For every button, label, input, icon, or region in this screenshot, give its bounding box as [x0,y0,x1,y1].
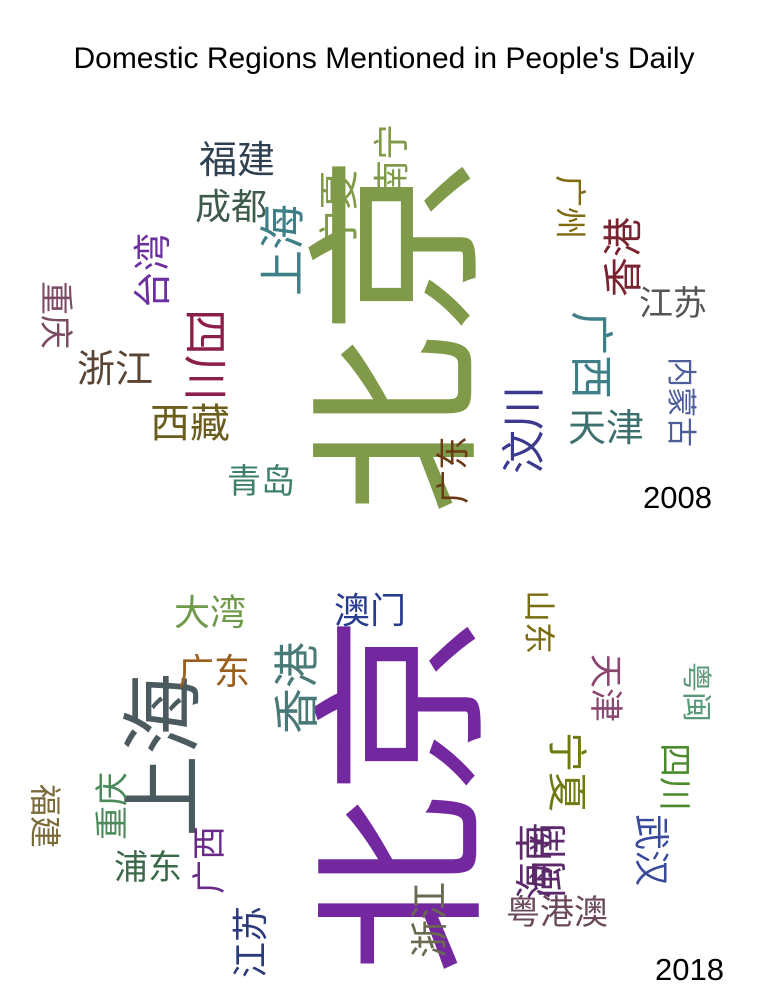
word-2018-14: 粤港澳 [506,893,608,933]
word-2008-7: 台湾 [130,232,175,310]
word-2008-6: 成都 [194,187,267,228]
word-2018-13: 海南 [512,823,557,901]
word-2018-11: 武汉 [629,813,671,887]
word-2008-8: 重庆 [35,281,75,349]
word-2008-3: 宁夏 [317,170,363,250]
word-2008-19: 广东 [434,436,474,504]
word-2018-6: 山东 [519,589,558,655]
word-2008-9: 浙江 [76,347,153,391]
word-2008-4: 南宁 [371,123,413,197]
word-2008-17: 汶川 [499,386,550,474]
word-2008-15: 广西 [565,311,616,399]
word-2018-4: 大湾 [173,593,246,634]
word-2018-0: 北京 [299,614,509,976]
word-2008-14: 江苏 [639,284,707,324]
word-2008-13: 香港 [601,217,647,297]
cloud-year-label-2018: 2018 [655,952,724,987]
word-2018-19: 重庆 [93,772,133,840]
word-2018-15: 浙江 [407,881,452,959]
word-2008-5: 福建 [198,138,275,182]
word-2018-1: 上海 [116,672,212,838]
word-2008-11: 青岛 [227,462,295,502]
word-2018-3: 澳门 [333,591,406,632]
word-2018-17: 广西 [190,826,230,894]
word-2018-8: 粤闽 [678,662,713,722]
word-2008-10: 西藏 [150,401,230,447]
figure-title: Domestic Regions Mentioned in People's D… [73,42,695,75]
word-2008-12: 广州 [550,174,589,240]
word-2018-7: 天津 [585,654,625,722]
word-2018-16: 江苏 [230,905,272,979]
word-2018-10: 四川 [654,743,694,811]
cloud-year-label-2008: 2008 [643,480,712,515]
word-2008-18: 天津 [567,406,644,450]
word-2018-9: 宁夏 [543,732,589,812]
word-2008-16: 内蒙古 [663,357,698,447]
word-2018-2: 香港 [270,642,324,734]
word-2018-20: 福建 [25,783,64,849]
word-2008-1: 四川 [178,309,232,401]
word-2018-18: 浦东 [114,848,182,888]
word-2018-5: 广东 [177,652,250,693]
